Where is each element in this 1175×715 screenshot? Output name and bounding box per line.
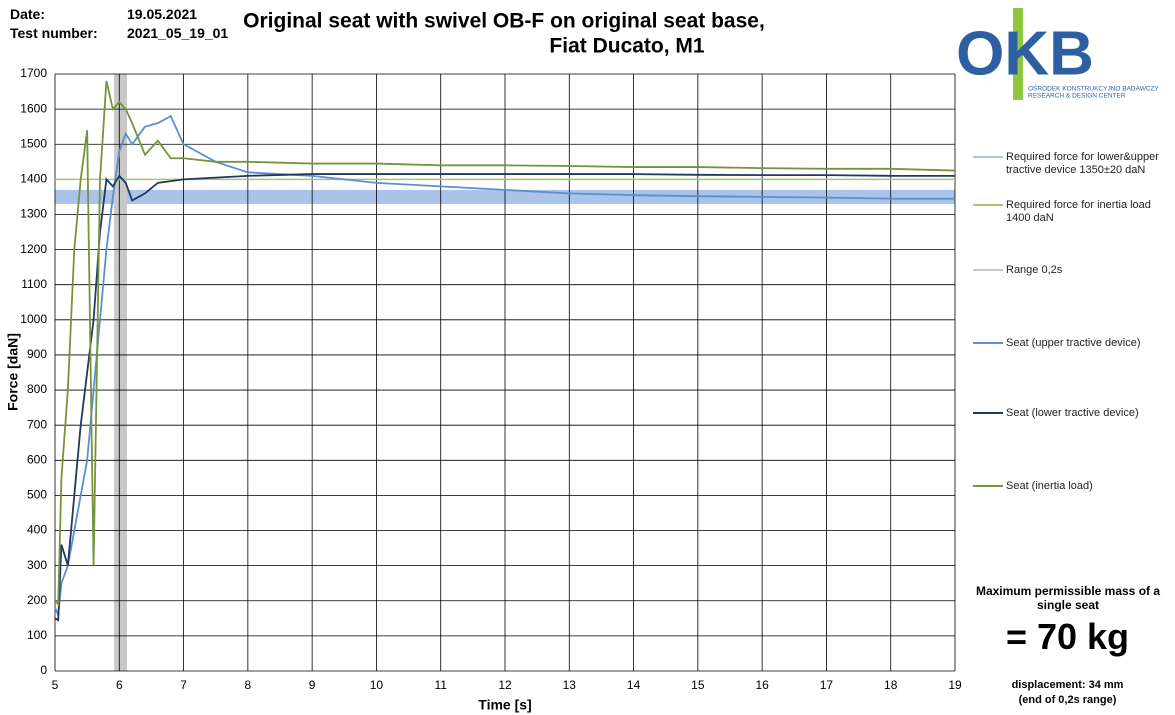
y-tick-label: 600 (27, 452, 47, 466)
logo-text: OKB (956, 19, 1094, 88)
x-tick-label: 11 (434, 678, 447, 692)
header-label: Test number: (10, 25, 98, 41)
header-value: 2021_05_19_01 (127, 25, 229, 41)
mass-value: = 70 kg (1005, 616, 1130, 657)
legend-label: Seat (lower tractive device) (1006, 407, 1139, 419)
y-tick-label: 700 (27, 417, 47, 431)
legend-label: Range 0,2s (1006, 264, 1063, 276)
legend-label: Required force for inertia load 1400 daN (1006, 199, 1151, 224)
y-axis-label: Force [daN] (5, 333, 21, 411)
mass-caption: Maximum permissible mass of a single sea… (975, 584, 1161, 612)
y-tick-label: 0 (40, 663, 47, 677)
x-tick-label: 18 (884, 678, 898, 692)
x-tick-label: 9 (309, 678, 316, 692)
x-tick-label: 10 (370, 678, 384, 692)
header-value: 19.05.2021 (127, 6, 198, 22)
chart-title: Original seat with swivel OB-F on origin… (243, 10, 765, 33)
x-tick-label: 12 (498, 678, 512, 692)
displacement: displacement: 34 mm (1011, 679, 1124, 691)
x-tick-label: 17 (820, 678, 834, 692)
y-tick-label: 1600 (20, 101, 47, 115)
displacement-note: (end of 0,2s range) (1018, 694, 1117, 706)
y-tick-label: 1700 (20, 66, 47, 80)
y-tick-label: 500 (27, 488, 47, 502)
legend-label: Seat (inertia load) (1006, 480, 1093, 492)
y-tick-label: 1400 (20, 172, 47, 186)
y-tick-label: 1300 (20, 207, 47, 221)
y-tick-label: 900 (27, 347, 47, 361)
y-tick-label: 300 (27, 558, 47, 572)
y-tick-label: 1500 (20, 136, 47, 150)
series-line (54, 80, 956, 607)
x-tick-label: 7 (180, 678, 187, 692)
series-line (54, 173, 955, 622)
logo-caption: RESEARCH & DESIGN CENTER (1028, 93, 1126, 100)
y-tick-label: 1000 (20, 312, 47, 326)
y-tick-label: 800 (27, 382, 47, 396)
x-tick-label: 19 (948, 678, 962, 692)
x-tick-label: 13 (563, 678, 577, 692)
y-tick-label: 1100 (21, 277, 47, 291)
y-tick-label: 1200 (20, 242, 47, 256)
x-tick-label: 14 (627, 678, 641, 692)
y-tick-label: 100 (27, 628, 47, 642)
x-tick-label: 8 (245, 678, 252, 692)
x-tick-label: 5 (52, 678, 59, 692)
legend-label: Seat (upper tractive device) (1006, 337, 1141, 349)
logo-caption: OŚRODEK KONSTRUKCYJNO BADAWCZY (1028, 84, 1160, 93)
x-tick-label: 16 (755, 678, 769, 692)
y-tick-label: 200 (27, 593, 47, 607)
x-tick-label: 6 (116, 678, 123, 692)
legend-label: Required force for lower&upper tractive … (1006, 151, 1159, 176)
x-axis-label: Time [s] (478, 697, 531, 713)
chart-title: Fiat Ducato, M1 (549, 35, 705, 58)
header-label: Date: (10, 6, 46, 22)
x-tick-label: 15 (691, 678, 705, 692)
y-tick-label: 400 (27, 523, 47, 537)
range-band (114, 74, 127, 671)
logo-bar (1013, 8, 1023, 100)
series-line (54, 114, 955, 619)
